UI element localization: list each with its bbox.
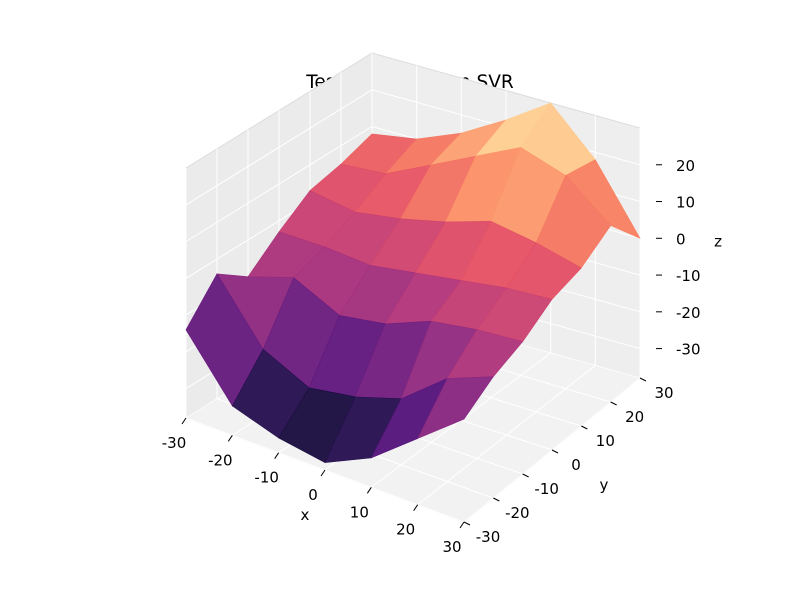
y-tick-mark: [610, 401, 617, 406]
y-gridline: [216, 148, 494, 499]
z-axis-label: z: [714, 232, 722, 250]
x-tick-label: 20: [396, 521, 415, 539]
x-tick-mark: [274, 452, 280, 459]
x-axis-label: x: [301, 506, 310, 524]
x-tick-label: 30: [442, 538, 461, 556]
y-tick-label: 0: [571, 456, 581, 474]
z-tick-label: -20: [676, 304, 701, 322]
z-tick-label: -10: [676, 267, 701, 285]
y-tick-mark: [493, 497, 500, 502]
x-tick-mark: [320, 469, 326, 477]
y-tick-label: -10: [534, 480, 559, 498]
x-tick-mark: [181, 417, 187, 425]
x-tick-label: -10: [254, 469, 279, 487]
x-tick-label: 10: [350, 503, 369, 521]
x-tick-label: -20: [208, 451, 233, 469]
y-tick-mark: [639, 377, 647, 382]
y-tick-mark: [551, 449, 559, 454]
x-tick-mark: [459, 521, 465, 529]
y-tick-label: -20: [505, 504, 530, 522]
z-tick-label: 10: [676, 194, 695, 212]
x-tick-mark: [366, 487, 372, 494]
x-tick-mark: [413, 504, 419, 511]
y-axis-label: y: [600, 476, 609, 494]
y-tick-mark: [581, 425, 588, 430]
z-tick-label: 20: [676, 157, 695, 175]
z-tick-label: -30: [676, 341, 701, 359]
x-tick-label: 0: [308, 486, 318, 504]
y-tick-mark: [522, 473, 529, 478]
y-tick-mark: [463, 521, 471, 526]
x-tick-label: -30: [162, 434, 187, 452]
y-tick-label: 10: [596, 432, 615, 450]
x-tick-mark: [227, 435, 233, 442]
surface-patch: [417, 376, 494, 440]
y-tick-label: 30: [654, 384, 673, 402]
y-tick-label: -30: [476, 528, 501, 546]
y-tick-label: 20: [625, 408, 644, 426]
z-tick-label: 0: [676, 230, 686, 248]
